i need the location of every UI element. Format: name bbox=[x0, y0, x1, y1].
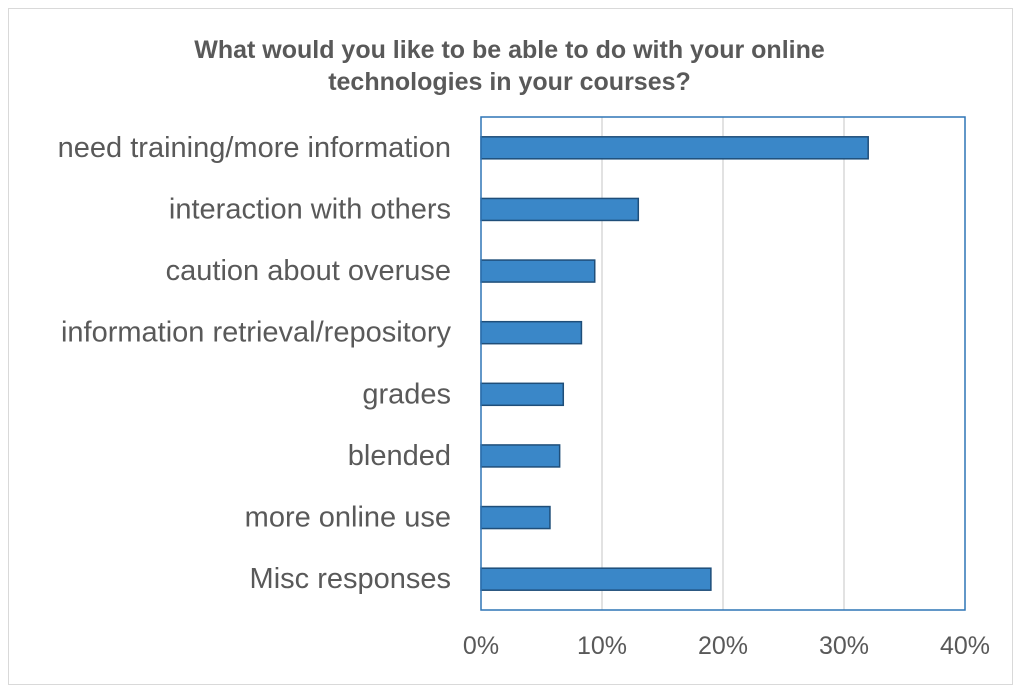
category-label: need training/more information bbox=[58, 132, 451, 164]
x-tick-label: 20% bbox=[698, 632, 748, 660]
x-tick-label: 40% bbox=[940, 632, 990, 660]
category-label: Misc responses bbox=[250, 563, 451, 595]
bar bbox=[480, 136, 869, 160]
category-label: information retrieval/repository bbox=[61, 317, 452, 349]
chart-title-line-2: technologies in your courses? bbox=[328, 68, 691, 96]
category-label: interaction with others bbox=[169, 193, 451, 225]
plot-area-border bbox=[480, 116, 966, 611]
category-label: blended bbox=[348, 440, 451, 472]
chart-title-line-1: What would you like to be able to do wit… bbox=[194, 36, 825, 64]
category-label: more online use bbox=[245, 502, 451, 534]
x-tick-label: 30% bbox=[819, 632, 869, 660]
bar bbox=[480, 505, 551, 530]
x-tick-label: 10% bbox=[577, 632, 627, 660]
bar bbox=[480, 197, 640, 222]
category-label: caution about overuse bbox=[166, 255, 451, 287]
bar bbox=[480, 567, 712, 591]
x-tick-label: 0% bbox=[463, 632, 499, 660]
bar bbox=[480, 320, 583, 345]
bar bbox=[480, 382, 565, 407]
bar bbox=[480, 259, 596, 283]
bar bbox=[480, 444, 561, 468]
chart-title: What would you like to be able to do wit… bbox=[0, 34, 1019, 98]
category-label: grades bbox=[362, 378, 451, 410]
